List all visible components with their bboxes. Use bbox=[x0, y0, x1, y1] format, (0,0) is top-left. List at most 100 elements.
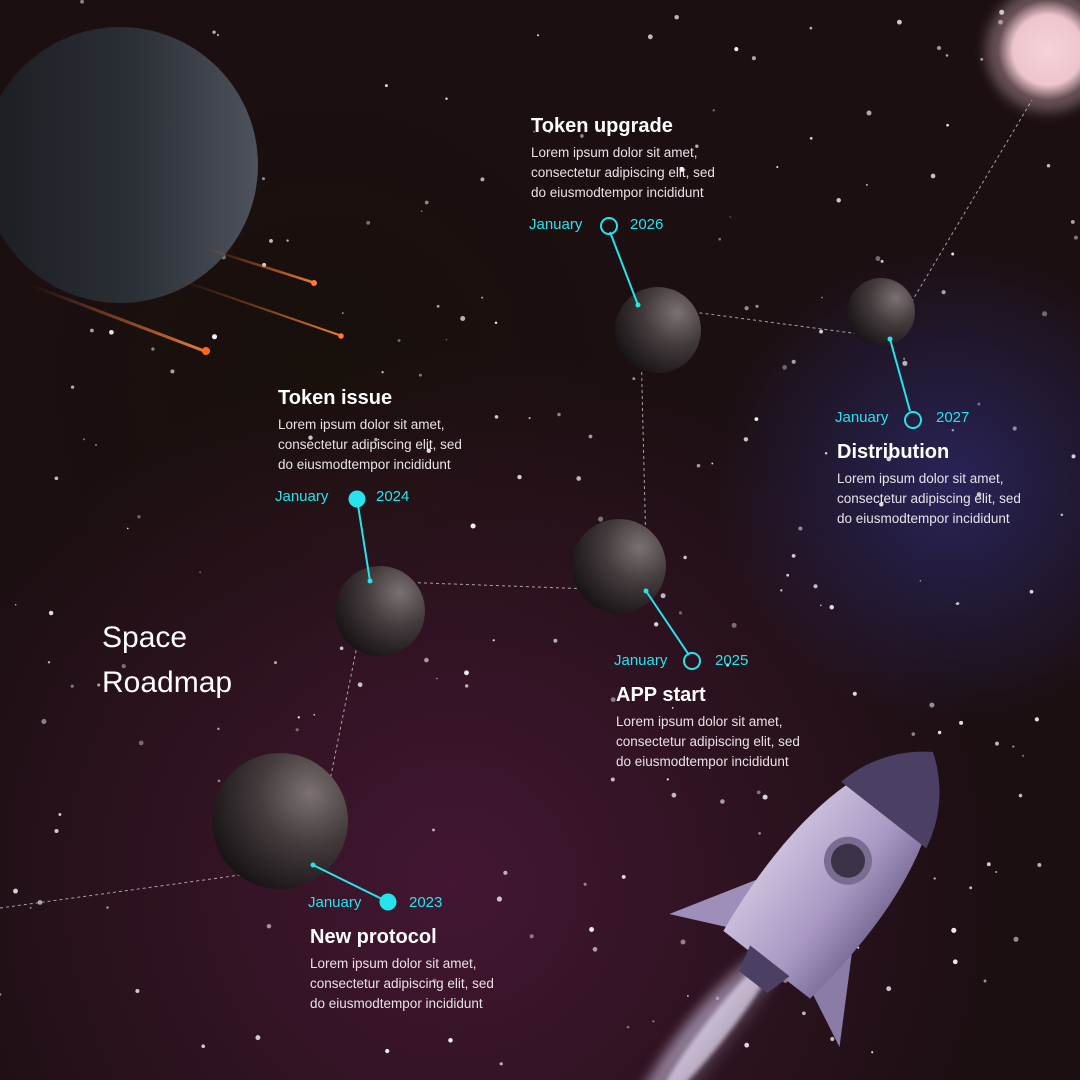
star bbox=[1070, 219, 1075, 224]
star bbox=[930, 173, 936, 179]
star bbox=[137, 515, 141, 519]
meteor-head bbox=[202, 347, 210, 355]
star bbox=[517, 474, 522, 480]
star bbox=[1021, 754, 1025, 757]
star bbox=[786, 573, 790, 577]
star bbox=[255, 1035, 261, 1041]
star bbox=[170, 369, 175, 374]
star bbox=[758, 832, 761, 835]
star bbox=[945, 54, 949, 57]
star bbox=[666, 778, 669, 781]
star bbox=[729, 216, 732, 218]
star bbox=[986, 862, 991, 867]
meteor bbox=[179, 279, 343, 337]
star bbox=[896, 19, 902, 25]
star bbox=[621, 874, 626, 879]
star bbox=[135, 988, 140, 994]
large-planet-illustration bbox=[0, 27, 258, 303]
star bbox=[528, 417, 531, 420]
star bbox=[82, 438, 85, 441]
star bbox=[286, 239, 289, 242]
star bbox=[951, 252, 955, 256]
star bbox=[313, 713, 316, 716]
star bbox=[37, 900, 43, 905]
star bbox=[533, 130, 535, 133]
rocket-illustration bbox=[628, 751, 940, 1080]
star bbox=[798, 526, 803, 531]
star bbox=[583, 882, 587, 886]
star bbox=[1037, 863, 1042, 867]
star bbox=[746, 659, 749, 662]
meteors-illustration bbox=[28, 246, 344, 355]
star bbox=[671, 707, 674, 709]
star bbox=[384, 84, 388, 88]
star bbox=[445, 97, 448, 100]
star bbox=[726, 663, 730, 667]
connector-line bbox=[0, 864, 314, 909]
star bbox=[880, 259, 884, 263]
star bbox=[89, 328, 94, 333]
star bbox=[977, 402, 981, 406]
star bbox=[821, 296, 823, 299]
star bbox=[262, 177, 265, 181]
star bbox=[755, 304, 759, 308]
star bbox=[445, 338, 448, 341]
star bbox=[995, 741, 999, 746]
star bbox=[1029, 589, 1034, 594]
star bbox=[41, 718, 47, 724]
star bbox=[754, 417, 759, 421]
star bbox=[712, 109, 715, 112]
marker-2025-hollow bbox=[683, 652, 701, 670]
star bbox=[902, 360, 908, 366]
star bbox=[1042, 311, 1048, 317]
star bbox=[494, 415, 499, 419]
star bbox=[341, 312, 344, 315]
star bbox=[951, 428, 955, 432]
star bbox=[734, 47, 739, 52]
star bbox=[791, 359, 796, 364]
star bbox=[0, 993, 2, 996]
star bbox=[29, 906, 32, 909]
star bbox=[751, 56, 756, 61]
star bbox=[308, 435, 313, 440]
star bbox=[269, 238, 273, 243]
rocket-nozzle bbox=[738, 945, 790, 994]
star bbox=[995, 870, 998, 874]
marker-connector-2024 bbox=[356, 498, 371, 582]
star bbox=[418, 373, 422, 377]
planet-2025 bbox=[572, 519, 666, 613]
star bbox=[980, 57, 984, 61]
star bbox=[54, 476, 59, 481]
star bbox=[503, 870, 508, 875]
star bbox=[381, 371, 384, 374]
connector-line bbox=[889, 99, 1033, 339]
star bbox=[529, 934, 534, 939]
star bbox=[941, 290, 946, 295]
star bbox=[679, 166, 685, 172]
meteor bbox=[28, 283, 209, 354]
star bbox=[744, 1042, 750, 1048]
star bbox=[813, 584, 818, 589]
star bbox=[426, 448, 432, 454]
star bbox=[374, 437, 378, 442]
star bbox=[936, 45, 942, 51]
star bbox=[217, 727, 220, 731]
star bbox=[588, 434, 593, 439]
star bbox=[946, 123, 949, 127]
star bbox=[1013, 936, 1019, 942]
star bbox=[1012, 745, 1015, 748]
star bbox=[1012, 426, 1017, 431]
star bbox=[886, 986, 892, 992]
star bbox=[731, 622, 737, 628]
star bbox=[933, 877, 936, 880]
star bbox=[548, 130, 551, 134]
star bbox=[420, 210, 423, 213]
star bbox=[1071, 454, 1076, 459]
star bbox=[54, 828, 59, 834]
star bbox=[1046, 163, 1051, 168]
rocket-window bbox=[830, 843, 865, 878]
star bbox=[819, 604, 822, 607]
rocket-fin-right bbox=[813, 943, 854, 1048]
star bbox=[274, 661, 277, 665]
